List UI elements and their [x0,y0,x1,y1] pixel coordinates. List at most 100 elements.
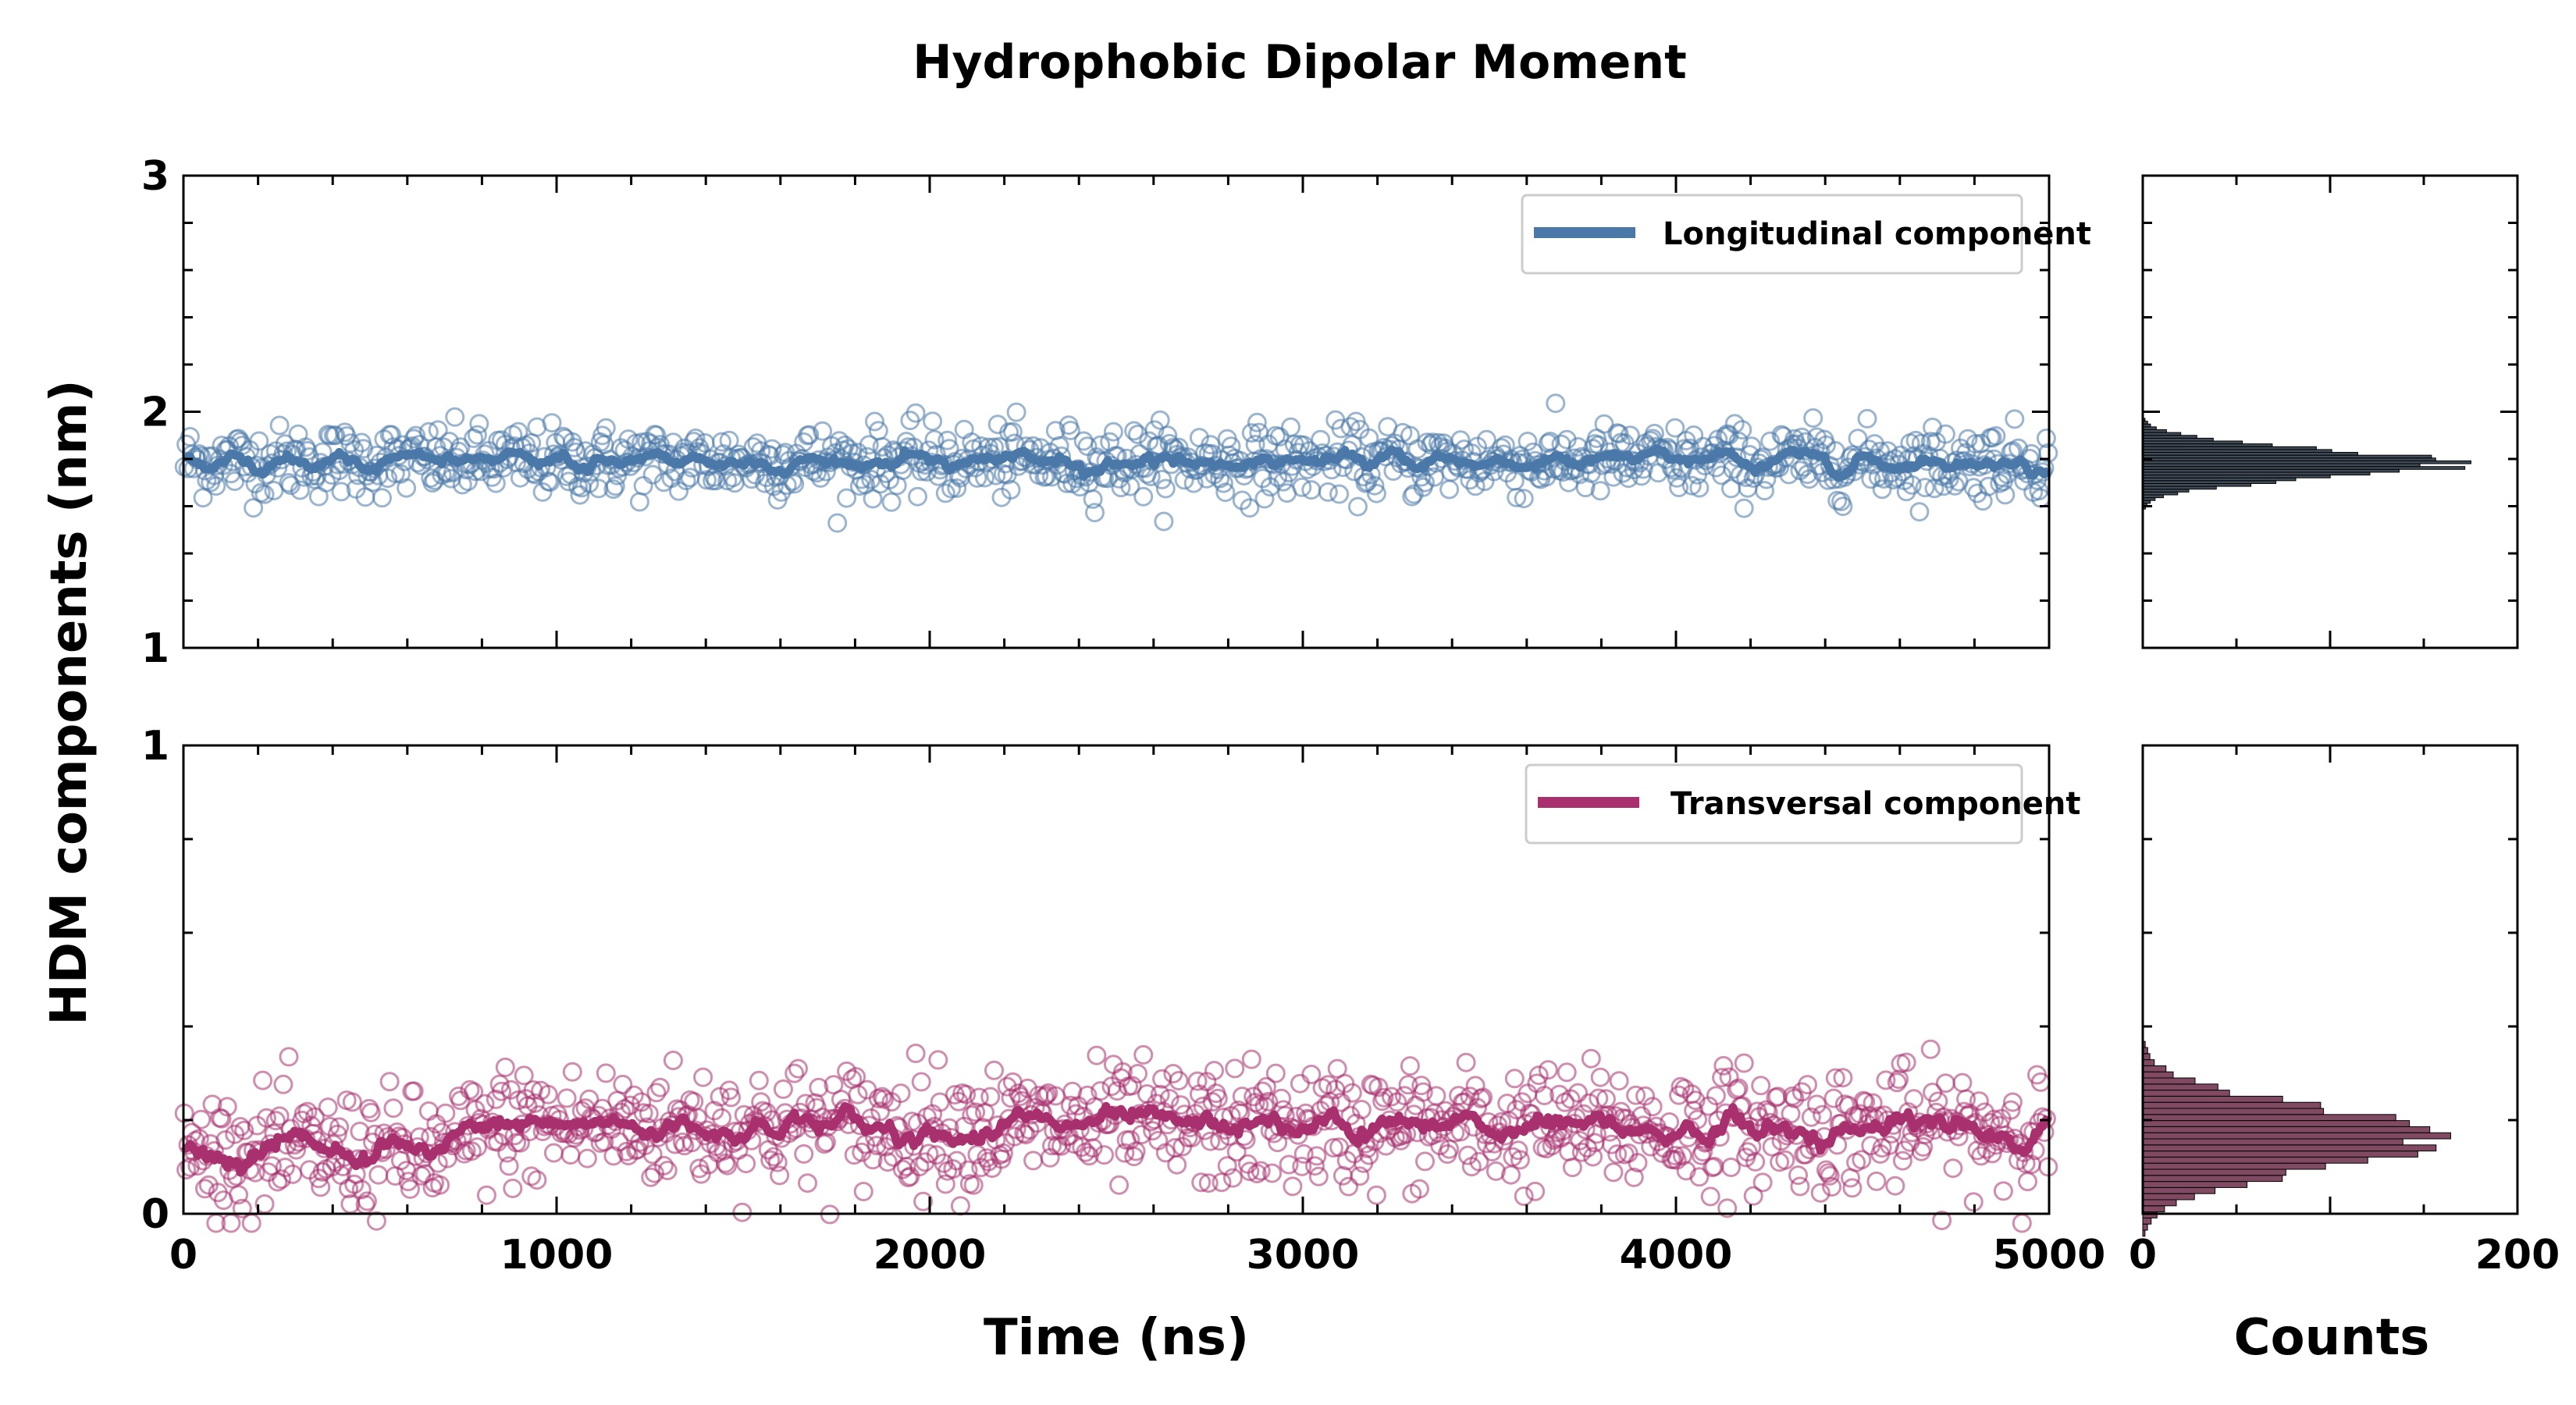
scatter-point [1613,463,1633,483]
scatter-point [596,1063,616,1083]
scatter-point [806,1097,827,1118]
scatter-point [1717,1198,1738,1218]
histogram-bar [2142,1186,2216,1194]
transversal-running-average-line [180,1101,2052,1177]
x-axis-label: Time (ns) [984,1309,1249,1367]
scatter-point [398,1172,418,1192]
scatter-point [1856,1092,1876,1112]
scatter-point [1124,421,1144,441]
scatter-point [538,1084,558,1104]
scatter-point [1473,1087,1493,1108]
scatter-point [799,425,820,445]
scatter-point [613,1074,633,1094]
longitudinal-histogram-frame [2141,174,2519,649]
histogram-bar [2142,468,2400,473]
scatter-point [400,1179,420,1199]
scatter-point [1167,1154,1187,1175]
scatter-point [1603,1162,1624,1183]
scatter-point [947,1151,967,1171]
scatter-point [1247,412,1267,432]
scatter-point [928,1050,948,1070]
scatter-point [495,1057,515,1077]
scatter-point [1265,1063,1286,1083]
scatter-point [527,1170,547,1190]
scatter-point [975,468,994,488]
scatter-point [1087,1045,1107,1065]
scatter-point [1602,1134,1621,1154]
transversal-histogram-bars [2142,1040,2451,1237]
scatter-point [1706,1086,1726,1106]
scatter-point [1590,1067,1610,1087]
histogram-bar [2142,1181,2248,1188]
histogram-bar [2142,1223,2148,1231]
scatter-point [1292,1156,1312,1176]
histogram-bar [2142,1162,2326,1170]
scatter-point [1551,434,1571,454]
scatter-point [596,418,616,438]
scatter-point [1201,435,1221,455]
scatter-point [642,1144,663,1165]
histogram-bar [2142,1114,2396,1122]
scatter-point [1073,431,1094,451]
legend-box [1525,763,2023,845]
scatter-point [1590,481,1610,501]
scatter-point [1036,1085,1056,1105]
histogram-bar [2142,1101,2322,1109]
scatter-point [1339,1176,1359,1197]
scatter-point [1366,1185,1386,1205]
scatter-point [1342,1083,1362,1103]
transversal-axes-frame [182,744,2051,1215]
scatter-point [1226,1142,1247,1162]
scatter-point [253,1070,273,1090]
scatter-point [1620,425,1640,446]
scatter-point [1115,1143,1135,1163]
scatter-point [1681,475,1702,496]
histogram-bar [2142,471,2371,476]
hist-x-axis-label: Counts [2234,1309,2430,1367]
transversal-histogram-panel: 0 200 [2129,744,2560,1279]
longitudinal-scatter-panel: 1 2 3 [141,153,2058,672]
scatter-point [1734,1053,1754,1073]
scatter-point [881,492,902,512]
scatter-point [827,513,848,533]
scatter-point [329,1117,350,1137]
histogram-bar [2142,463,2421,468]
scatter-point [865,411,884,432]
histogram-bar [2142,1108,2325,1115]
scatter-point [1189,1084,1209,1104]
scatter-point [1150,410,1170,430]
scatter-point [1568,1083,1588,1103]
scatter-point [1822,1177,1842,1197]
scatter-point [1607,1144,1628,1165]
scatter-point [2012,1213,2032,1233]
scatter-point [1594,414,1614,434]
scatter-point [2001,1100,2021,1120]
histogram-bar [2142,1095,2283,1103]
scatter-point [646,425,667,445]
scatter-point [732,1202,753,1222]
scatter-point [1421,435,1441,455]
scatter-point [767,1152,788,1172]
histogram-bar [2142,446,2317,450]
scatter-point [467,425,487,445]
scatter-point [1006,402,1026,422]
x-tick-label: 4000 [1620,1232,1733,1279]
scatter-point [1034,1087,1055,1107]
histogram-bar [2142,1151,2418,1158]
scatter-point [404,1081,424,1101]
scatter-point [542,413,562,433]
scatter-point [1292,477,1312,497]
scatter-point [540,472,560,493]
scatter-point [1887,1072,1907,1093]
scatter-point [1525,1181,1546,1201]
scatter-point [1256,1076,1276,1097]
scatter-point [913,1191,934,1211]
scatter-point [430,1175,450,1195]
scatter-point [1732,420,1752,440]
scatter-point [870,1101,891,1122]
x-tick-label: 0 [169,1232,197,1279]
scatter-point [1247,1164,1267,1183]
scatter-point [1685,1090,1706,1111]
scatter-point [751,1092,771,1112]
